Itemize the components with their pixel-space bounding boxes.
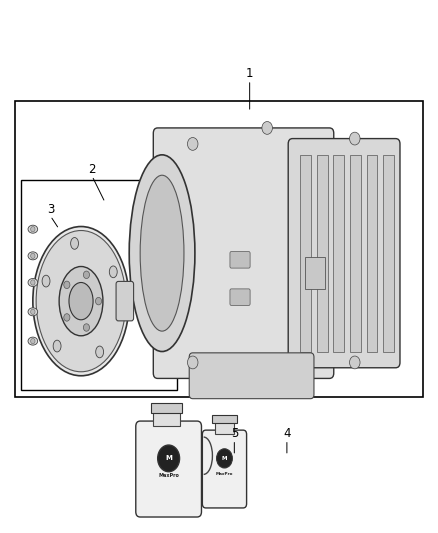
Bar — [317, 155, 328, 352]
Ellipse shape — [42, 275, 50, 287]
Bar — [212, 415, 237, 423]
Text: MaxPro: MaxPro — [158, 473, 179, 478]
FancyBboxPatch shape — [230, 289, 250, 305]
Ellipse shape — [71, 238, 78, 249]
Circle shape — [187, 138, 198, 150]
FancyBboxPatch shape — [189, 353, 314, 399]
Ellipse shape — [129, 155, 195, 352]
Ellipse shape — [96, 346, 103, 358]
Text: 4: 4 — [283, 427, 291, 440]
Circle shape — [64, 314, 70, 321]
Bar — [300, 155, 311, 352]
Bar — [215, 421, 234, 434]
Bar — [151, 403, 182, 413]
Ellipse shape — [28, 225, 38, 233]
FancyBboxPatch shape — [153, 128, 334, 378]
Bar — [383, 155, 394, 352]
Ellipse shape — [53, 340, 61, 352]
Bar — [21, 180, 177, 390]
Circle shape — [31, 309, 35, 314]
Bar — [15, 101, 423, 397]
Ellipse shape — [59, 266, 103, 336]
Ellipse shape — [36, 231, 126, 372]
Circle shape — [83, 324, 89, 331]
FancyBboxPatch shape — [288, 139, 400, 368]
Bar — [367, 155, 378, 352]
Ellipse shape — [28, 337, 38, 345]
Text: 1: 1 — [246, 67, 254, 80]
Circle shape — [187, 356, 198, 369]
Circle shape — [216, 449, 232, 468]
Ellipse shape — [140, 175, 184, 331]
Ellipse shape — [28, 252, 38, 260]
Text: M: M — [165, 455, 172, 462]
Circle shape — [64, 281, 70, 288]
Text: M: M — [222, 456, 227, 461]
Circle shape — [31, 253, 35, 259]
FancyBboxPatch shape — [136, 421, 201, 517]
FancyBboxPatch shape — [116, 281, 134, 321]
Circle shape — [31, 227, 35, 232]
Circle shape — [158, 445, 180, 472]
Ellipse shape — [110, 266, 117, 278]
Bar — [305, 257, 325, 289]
Circle shape — [31, 338, 35, 344]
Circle shape — [31, 280, 35, 285]
Ellipse shape — [33, 227, 129, 376]
Ellipse shape — [69, 282, 93, 320]
Circle shape — [83, 271, 89, 279]
Text: MaxPro: MaxPro — [216, 472, 233, 477]
Bar — [153, 410, 180, 426]
Text: 2: 2 — [88, 163, 96, 176]
Circle shape — [262, 122, 272, 134]
Text: 3: 3 — [47, 203, 54, 216]
Ellipse shape — [28, 278, 38, 287]
FancyBboxPatch shape — [202, 430, 247, 508]
Bar — [350, 155, 361, 352]
Circle shape — [350, 356, 360, 369]
Circle shape — [95, 297, 102, 305]
Ellipse shape — [28, 308, 38, 316]
Text: 5: 5 — [231, 427, 238, 440]
Bar — [333, 155, 344, 352]
FancyBboxPatch shape — [230, 252, 250, 268]
Circle shape — [350, 132, 360, 145]
